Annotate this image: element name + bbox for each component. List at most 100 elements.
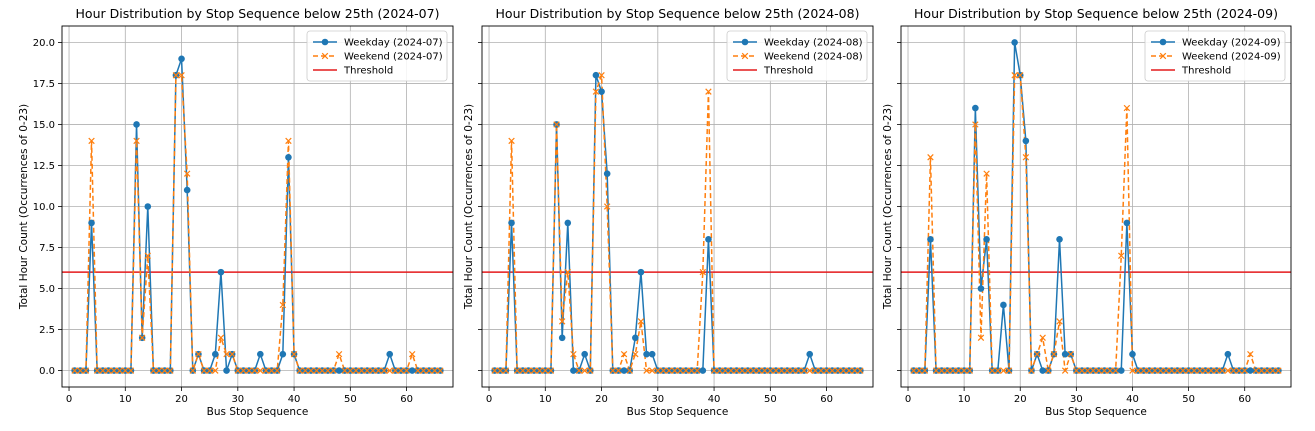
weekend-point (1230, 367, 1237, 374)
weekend-point (257, 367, 264, 374)
weekend-point (189, 367, 197, 374)
legend-label-weekday: Weekday (2024-07) (344, 38, 443, 49)
x-axis-label: Bus Stop Sequence (627, 406, 729, 418)
weekend-point (677, 367, 684, 374)
weekend-point (519, 367, 527, 374)
weekend-point (1241, 367, 1248, 374)
weekend-point (1095, 367, 1103, 374)
weekend-point (840, 367, 847, 374)
weekend-point (637, 318, 645, 325)
weekend-point (857, 367, 864, 374)
weekend-point (1258, 367, 1265, 374)
weekend-point (1190, 367, 1198, 374)
x-tick-label: 10 (539, 394, 552, 405)
weekend-point (223, 350, 230, 358)
weekday-point (637, 268, 645, 276)
weekend-point (161, 367, 168, 374)
weekday-point (570, 367, 577, 374)
y-tick-label: 17.5 (33, 79, 55, 90)
weekend-point (212, 367, 219, 374)
y-tick-label: 20.0 (33, 38, 55, 49)
weekend-point (88, 137, 95, 145)
weekend-point (1084, 367, 1091, 374)
weekend-point (632, 350, 639, 358)
weekend-series-line (494, 74, 861, 373)
weekend-point (927, 154, 934, 161)
weekend-point (817, 367, 825, 374)
weekend-point (851, 367, 858, 374)
weekday-point (598, 88, 605, 95)
weekend-point (358, 367, 365, 374)
chart-title: Hour Distribution by Stop Sequence below… (914, 6, 1278, 21)
weekend-point (172, 72, 180, 79)
legend-label-weekday: Weekday (2024-08) (764, 38, 863, 49)
weekend-point (834, 367, 842, 374)
y-axis-label: Total Hour Count (Occurrences of 0-23) (18, 104, 30, 310)
weekend-point (1056, 318, 1063, 325)
weekend-point (994, 367, 1002, 374)
weekend-point (262, 367, 270, 374)
weekday-point (806, 350, 814, 358)
weekend-point (491, 367, 498, 374)
weekend-point (592, 88, 600, 95)
weekday-point (1247, 367, 1254, 374)
weekend-point (273, 367, 281, 374)
weekend-point (437, 367, 444, 374)
weekend-point (620, 350, 628, 358)
weekend-point (575, 367, 583, 374)
weekend-point (1269, 367, 1276, 374)
weekend-point (93, 367, 101, 374)
weekend-point (1073, 367, 1080, 374)
weekend-point (570, 350, 577, 358)
weekend-point (1151, 367, 1159, 374)
weekend-point (1275, 367, 1282, 374)
weekend-point (795, 367, 802, 374)
x-tick-label: 10 (119, 394, 132, 405)
x-tick-label: 20 (175, 394, 188, 405)
weekend-point (335, 350, 343, 358)
weekend-point (1022, 154, 1030, 161)
weekend-point (397, 367, 405, 374)
weekday-point (620, 367, 628, 374)
weekend-point (693, 367, 701, 374)
weekend-point (938, 367, 945, 374)
weekend-point (1061, 367, 1069, 374)
weekday-point (643, 350, 650, 358)
weekend-point (1224, 367, 1232, 374)
weekend-point (744, 367, 752, 374)
legend-weekend-marker (741, 52, 749, 60)
weekend-point (206, 367, 213, 374)
weekend-point (966, 367, 973, 374)
weekend-point (615, 367, 622, 374)
weekday-point (1022, 137, 1030, 145)
weekend-point (733, 367, 740, 374)
weekend-point (1123, 104, 1131, 112)
weekend-point (330, 367, 337, 374)
weekend-point (497, 367, 504, 374)
weekday-point (88, 219, 95, 227)
weekend-point (1039, 334, 1046, 341)
weekend-point (105, 367, 112, 374)
weekend-point (564, 268, 572, 276)
x-tick-label: 50 (344, 394, 357, 405)
weekend-point (363, 367, 371, 374)
legend-label-threshold: Threshold (343, 66, 393, 77)
legend-box (726, 30, 868, 82)
weekday-point (564, 219, 572, 227)
weekend-point (313, 367, 320, 374)
chart-panel-1: 0 10 20 30 40 50 60 0.0 2.5 5.0 7.5 10.0 12.5 15.0 17.… (18, 6, 454, 418)
weekend-point (988, 367, 996, 374)
weekend-point (369, 367, 377, 374)
weekend-point (983, 170, 990, 177)
weekend-point (727, 367, 735, 374)
weekday-point (212, 350, 219, 358)
weekend-point (403, 367, 410, 374)
y-tick-label: 12.5 (33, 161, 55, 172)
weekday-point (648, 350, 656, 358)
weekend-point (1017, 72, 1024, 79)
weekend-point (944, 367, 951, 374)
weekend-point (910, 367, 917, 374)
weekday-point (705, 236, 712, 243)
weekend-point (1247, 350, 1254, 358)
x-tick-label: 30 (651, 394, 664, 405)
